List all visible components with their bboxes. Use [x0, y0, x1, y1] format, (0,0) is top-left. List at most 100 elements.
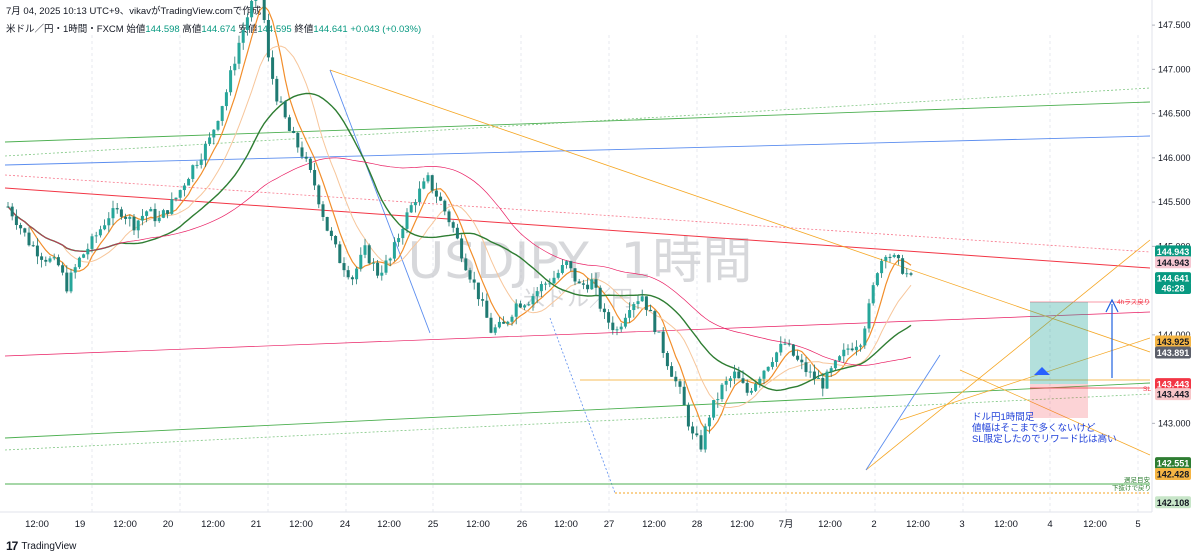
- candle-193: [817, 370, 821, 380]
- price-badge-text: 143.925: [1157, 337, 1190, 347]
- candle-body: [674, 376, 678, 382]
- candle-143: [607, 309, 611, 329]
- candle-body: [460, 238, 464, 259]
- candle-107: [455, 223, 459, 240]
- candle-body: [199, 159, 203, 165]
- price-badge-9: 142.551: [1155, 457, 1191, 470]
- candle-body: [350, 277, 354, 280]
- candle-body: [140, 215, 144, 221]
- candle-body: [384, 260, 388, 273]
- candle-body: [413, 202, 417, 206]
- support-bottom-label: 下抜けで戻り: [1112, 483, 1151, 492]
- candle-179: [758, 376, 762, 388]
- candle-body: [439, 196, 443, 201]
- candle-body: [556, 272, 560, 278]
- trend-line-14: [959, 369, 1151, 456]
- candle-118: [502, 316, 506, 324]
- candle-175: [741, 370, 745, 384]
- candle-170: [720, 383, 724, 402]
- candle-body: [649, 309, 653, 312]
- candle-body: [884, 256, 888, 261]
- candle-body: [182, 185, 186, 191]
- tradingview-logo[interactable]: 17: [6, 539, 18, 553]
- candle-body: [808, 371, 812, 373]
- candle-103: [439, 192, 443, 202]
- candle-body: [812, 371, 816, 379]
- candle-149: [632, 302, 636, 318]
- candle-61: [262, 0, 266, 24]
- candle-body: [14, 216, 18, 226]
- price-badge-8: 143.443: [1155, 388, 1191, 401]
- candle-body: [397, 238, 401, 243]
- candle-body: [170, 199, 174, 214]
- candle-body: [195, 164, 199, 166]
- candle-body: [611, 322, 615, 331]
- price-badge-text: 144.943: [1157, 258, 1190, 268]
- candle-209: [884, 255, 888, 269]
- candle-154: [653, 309, 657, 335]
- candle-96: [409, 202, 413, 214]
- candle-65: [279, 96, 283, 103]
- candle-body: [422, 181, 426, 189]
- candle-113: [481, 292, 485, 307]
- annotation: ドル円1時間足 値幅はそこまで多くないけど SL限定したのでリワード比は高い 4…: [972, 297, 1151, 492]
- candle-48: [208, 132, 212, 146]
- candle-97: [413, 199, 417, 213]
- candle-body: [628, 310, 632, 318]
- trend-line-10: [549, 317, 616, 494]
- candle-133: [565, 260, 569, 269]
- candle-109: [464, 253, 468, 271]
- trend-line-8: [329, 69, 1151, 353]
- candle-90: [384, 254, 388, 275]
- candle-body: [783, 343, 787, 345]
- candle-210: [888, 253, 892, 263]
- time-tick-label-18: 12:00: [818, 519, 842, 530]
- candle-body: [338, 244, 342, 264]
- candle-body: [23, 228, 27, 233]
- candle-body: [418, 188, 422, 203]
- price-axis[interactable]: 148.500148.000147.500147.000146.500146.0…: [1152, 0, 1191, 428]
- candle-body: [775, 352, 779, 362]
- candle-body: [464, 258, 468, 271]
- time-tick-label-13: 27: [604, 519, 615, 530]
- candle-5: [27, 227, 31, 247]
- candle-110: [468, 267, 472, 283]
- candle-body: [800, 359, 804, 363]
- candle-body: [401, 228, 405, 239]
- candle-132: [560, 259, 564, 275]
- candle-body: [27, 232, 31, 246]
- time-axis[interactable]: 12:00 19 12:00 20 12:00 21 12:00 24 12:00 25 12:00…: [25, 519, 1141, 530]
- price-tick-label-4: 146.500: [1158, 109, 1191, 119]
- annotation-line2: 値幅はそこまで多くないけど: [972, 422, 1096, 434]
- candle-body: [237, 42, 241, 64]
- candle-89: [380, 265, 384, 281]
- price-badge-bg: [1155, 256, 1191, 269]
- candle-30: [132, 213, 136, 235]
- candle-body: [770, 361, 774, 367]
- candle-body: [40, 256, 44, 260]
- tradingview-brand[interactable]: TradingView: [21, 540, 77, 552]
- candle-body: [287, 117, 291, 131]
- candle-body: [678, 381, 682, 387]
- price-badge-bg: [1155, 281, 1191, 294]
- candle-body: [829, 368, 833, 372]
- candle-body: [283, 101, 287, 118]
- candle-181: [766, 366, 770, 373]
- candle-body: [896, 254, 900, 259]
- candle-body: [527, 304, 531, 306]
- candle-body: [850, 348, 854, 351]
- candle-body: [392, 242, 396, 259]
- candle-157: [665, 350, 669, 370]
- candle-23: [103, 219, 107, 231]
- symbol-label[interactable]: 米ドル／円・1時間・FXCM: [6, 24, 124, 35]
- high-label: 高値: [182, 24, 202, 35]
- candle-14: [65, 265, 69, 294]
- price-badge-10: 142.428: [1155, 467, 1191, 480]
- drawings: [4, 69, 1151, 494]
- candle-191: [808, 364, 812, 378]
- time-tick-label-25: 5: [1135, 519, 1140, 530]
- candle-body: [607, 312, 611, 323]
- price-badge-3: 144.641: [1155, 272, 1191, 285]
- candle-77: [329, 227, 333, 241]
